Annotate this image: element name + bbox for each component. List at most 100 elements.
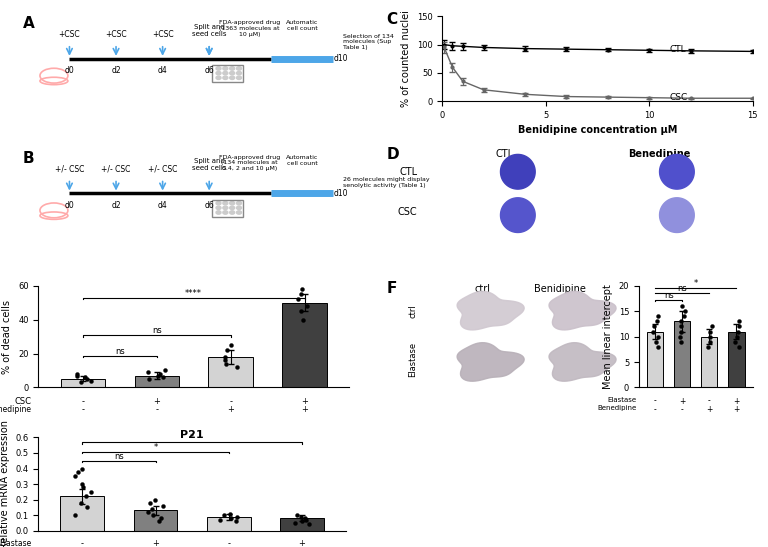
Circle shape xyxy=(223,76,228,79)
Point xyxy=(297,315,310,324)
Text: Elastase: Elastase xyxy=(0,539,31,547)
Circle shape xyxy=(237,76,241,79)
Circle shape xyxy=(230,211,235,214)
Text: FDA-approved drug
(1363 molecules at
10 μM): FDA-approved drug (1363 molecules at 10 … xyxy=(219,20,280,37)
Circle shape xyxy=(230,72,235,75)
Point xyxy=(148,495,161,504)
Point xyxy=(80,492,92,501)
Point xyxy=(701,342,713,351)
Text: d0: d0 xyxy=(65,66,74,75)
Point xyxy=(731,332,743,341)
Text: d2: d2 xyxy=(111,66,121,75)
Text: CSC: CSC xyxy=(398,207,417,217)
Text: Elastase: Elastase xyxy=(607,397,636,403)
Point xyxy=(76,464,88,473)
X-axis label: Benidipine concentration μM: Benidipine concentration μM xyxy=(518,125,677,135)
Text: ns: ns xyxy=(152,327,161,335)
Polygon shape xyxy=(660,198,694,232)
Text: ns: ns xyxy=(677,284,687,293)
Point xyxy=(221,346,233,354)
Circle shape xyxy=(216,67,221,70)
Text: P21: P21 xyxy=(180,430,204,440)
Point xyxy=(677,312,690,321)
Point xyxy=(224,514,237,522)
Circle shape xyxy=(223,72,228,75)
Text: Benedipine: Benedipine xyxy=(0,405,31,414)
Point xyxy=(295,290,307,299)
Bar xyxy=(61,379,105,387)
Text: +/- CSC: +/- CSC xyxy=(148,164,177,173)
Text: ns: ns xyxy=(664,292,674,300)
Text: -: - xyxy=(81,539,84,547)
Circle shape xyxy=(216,206,221,210)
Point xyxy=(706,322,718,331)
Polygon shape xyxy=(549,292,616,330)
Text: ctrl: ctrl xyxy=(409,304,417,318)
Text: -: - xyxy=(81,397,84,406)
Point xyxy=(703,327,716,336)
Bar xyxy=(674,322,690,387)
Point xyxy=(144,498,157,507)
Bar xyxy=(212,65,243,82)
Circle shape xyxy=(237,201,241,205)
Point xyxy=(290,511,303,520)
Text: B: B xyxy=(23,151,35,166)
Text: ns: ns xyxy=(115,347,124,356)
Point xyxy=(303,520,316,529)
Text: d10: d10 xyxy=(333,189,348,198)
Text: -: - xyxy=(81,405,84,414)
Text: Automatic
cell count: Automatic cell count xyxy=(286,155,319,166)
Circle shape xyxy=(216,72,221,75)
Point xyxy=(218,511,230,520)
Point xyxy=(290,519,302,527)
Circle shape xyxy=(216,211,221,214)
Text: CSC: CSC xyxy=(14,397,31,406)
Circle shape xyxy=(237,72,241,75)
Point xyxy=(75,498,88,507)
Point xyxy=(146,504,158,513)
Text: +: + xyxy=(301,405,308,414)
Text: +CSC: +CSC xyxy=(58,30,81,39)
Text: +: + xyxy=(733,397,740,405)
Bar xyxy=(134,510,177,531)
Point xyxy=(157,502,169,510)
Point xyxy=(230,517,243,526)
Circle shape xyxy=(223,206,228,210)
Text: CTL: CTL xyxy=(495,149,513,159)
Text: CTL: CTL xyxy=(399,167,417,177)
Text: Automatic
cell count: Automatic cell count xyxy=(286,20,319,31)
Text: +: + xyxy=(227,405,234,414)
Y-axis label: Mean linear intercept: Mean linear intercept xyxy=(603,284,613,389)
Point xyxy=(81,375,93,383)
Text: CSC: CSC xyxy=(670,93,688,102)
Point xyxy=(143,375,155,383)
Y-axis label: Relative mRNA expression: Relative mRNA expression xyxy=(0,420,10,547)
Text: d2: d2 xyxy=(111,201,121,210)
Circle shape xyxy=(230,201,235,205)
Text: d4: d4 xyxy=(157,201,167,210)
Point xyxy=(225,341,237,350)
Point xyxy=(295,307,307,316)
Point xyxy=(147,511,160,520)
Circle shape xyxy=(237,211,241,214)
Text: -: - xyxy=(654,405,657,414)
Text: +: + xyxy=(301,397,308,406)
Text: F: F xyxy=(386,281,396,296)
Point xyxy=(77,483,89,492)
Bar xyxy=(728,331,744,387)
Point xyxy=(650,337,663,346)
Polygon shape xyxy=(501,154,535,189)
Point xyxy=(652,342,664,351)
Text: *: * xyxy=(154,443,157,452)
Point xyxy=(675,327,687,336)
Text: 26 molecules might display
senolytic activity (Table 1): 26 molecules might display senolytic act… xyxy=(343,177,429,188)
Text: -: - xyxy=(227,539,230,547)
Point xyxy=(652,312,664,321)
Point xyxy=(152,371,164,380)
Polygon shape xyxy=(660,154,694,189)
Text: Selection of 134
molecules (Sup
Table 1): Selection of 134 molecules (Sup Table 1) xyxy=(343,33,394,50)
Text: +: + xyxy=(299,539,306,547)
Text: Benedipine: Benedipine xyxy=(597,405,636,411)
Text: Elastase: Elastase xyxy=(409,341,417,376)
Point xyxy=(295,512,307,521)
